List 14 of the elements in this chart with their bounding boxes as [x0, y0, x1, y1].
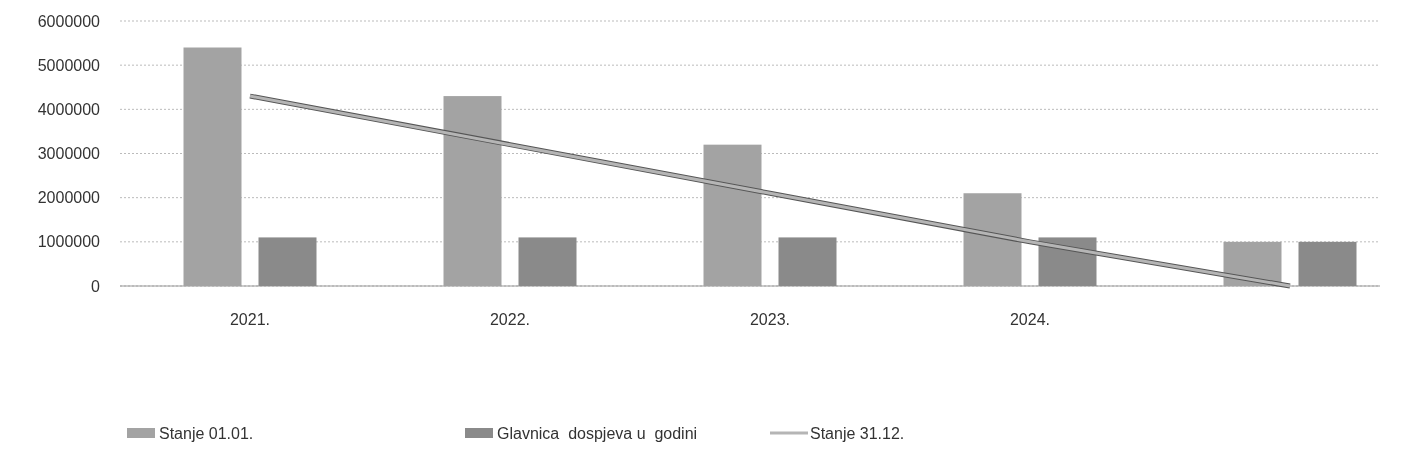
y-tick-label: 6000000 [37, 12, 101, 30]
legend-label: Glavnica dospjeva u godini [497, 424, 698, 442]
y-tick-label: 0 [91, 277, 101, 295]
x-tick-label: 2024. [1009, 311, 1051, 328]
y-tick-label: 4000000 [37, 100, 101, 118]
y-tick-label: 2000000 [37, 189, 101, 207]
legend-label: Stanje 01.01. [159, 424, 254, 442]
x-tick-label: 2021. [229, 311, 271, 328]
legend-label: Stanje 31.12. [810, 424, 905, 442]
x-tick-label: 2022. [489, 311, 531, 328]
x-tick-label: 2023. [749, 311, 791, 328]
y-tick-label: 1000000 [37, 233, 101, 251]
y-tick-label: 3000000 [37, 145, 101, 163]
y-tick-label: 5000000 [37, 56, 101, 74]
